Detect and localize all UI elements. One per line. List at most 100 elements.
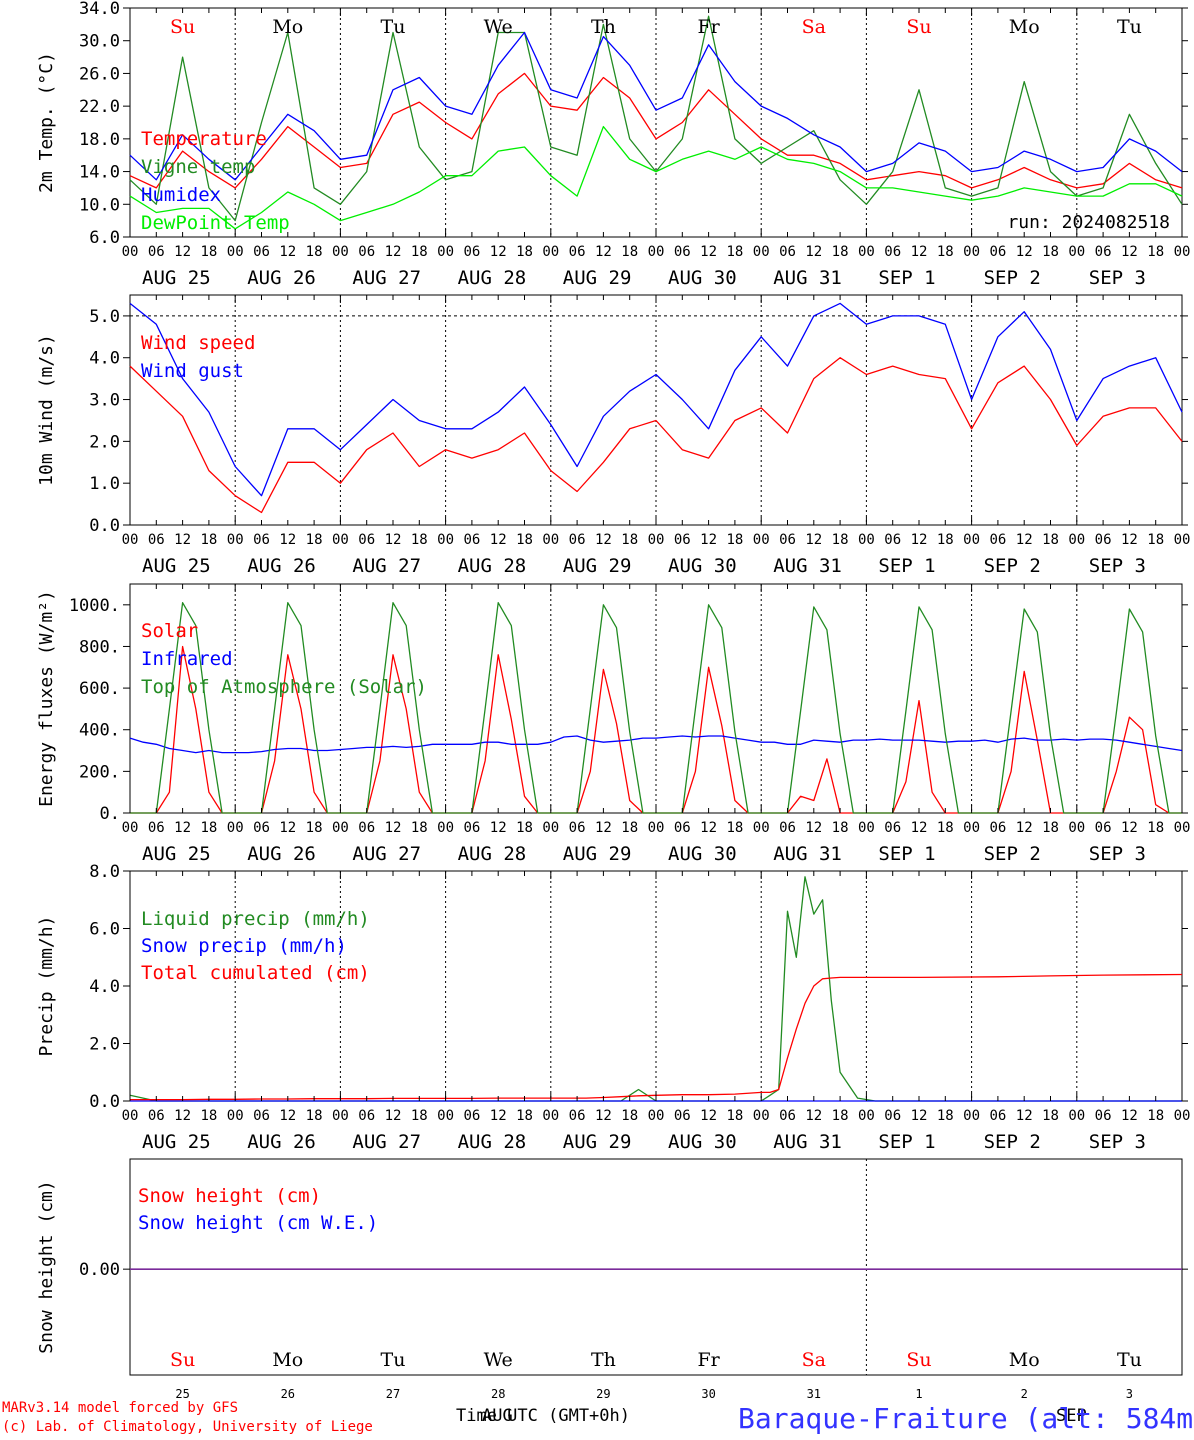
hour-tick-label: 18 [516, 532, 533, 548]
y-tick-label: 4.0 [89, 349, 120, 369]
date-label: AUG 30 [668, 267, 737, 289]
y-tick-label: 0. [100, 804, 120, 824]
date-label: AUG 28 [458, 1131, 527, 1153]
day-of-week-label: Tu [1117, 16, 1142, 38]
y-axis-label: Precip (mm/h) [36, 916, 57, 1057]
hour-tick-label: 06 [569, 244, 586, 260]
series-line-humidex [129, 31, 1183, 181]
hour-tick-label: 06 [779, 820, 796, 836]
hour-tick-label: 06 [884, 532, 901, 548]
hour-tick-label: 12 [595, 1108, 612, 1124]
y-tick-label: 26.0 [79, 64, 120, 84]
hour-tick-label: 12 [911, 532, 928, 548]
hour-tick-label: 06 [463, 820, 480, 836]
date-label: AUG 27 [352, 267, 421, 289]
hour-tick-label: 12 [279, 820, 296, 836]
hour-tick-label: 18 [1147, 244, 1164, 260]
hour-tick-label: 18 [937, 820, 954, 836]
day-number-label: 31 [807, 1387, 821, 1401]
hour-tick-label: 12 [700, 532, 717, 548]
panel-frame-temp [129, 7, 1183, 238]
hour-tick-label: 12 [490, 244, 507, 260]
hour-tick-label: 18 [1042, 820, 1059, 836]
hour-tick-label: 06 [148, 820, 165, 836]
hour-tick-label: 18 [411, 1108, 428, 1124]
y-axis-label: Energy fluxes (W/m²) [36, 590, 57, 807]
hour-tick-label: 00 [858, 532, 875, 548]
hour-tick-label: 00 [963, 820, 980, 836]
hour-tick-label: 00 [858, 820, 875, 836]
day-of-week-label: Su [170, 16, 195, 38]
hour-tick-label: 18 [937, 244, 954, 260]
day-of-week-label: We [484, 16, 513, 38]
hour-tick-label: 18 [306, 1108, 323, 1124]
hour-tick-label: 06 [463, 1108, 480, 1124]
y-tick-label: 600. [79, 679, 120, 699]
hour-tick-label: 12 [174, 244, 191, 260]
day-of-week-label: Su [170, 1349, 195, 1371]
hour-tick-label: 06 [148, 1108, 165, 1124]
date-label: AUG 29 [563, 555, 632, 577]
hour-tick-label: 12 [1121, 532, 1138, 548]
date-label: SEP 3 [1089, 843, 1146, 865]
hour-tick-label: 18 [937, 532, 954, 548]
legend-entry: Temperature [141, 128, 267, 150]
y-tick-label: 0.0 [89, 516, 120, 536]
hour-tick-label: 12 [385, 820, 402, 836]
hour-tick-label: 06 [1095, 1108, 1112, 1124]
hour-tick-label: 06 [1095, 244, 1112, 260]
legend-entry: Solar [141, 620, 198, 642]
day-number-label: 2 [1021, 1387, 1028, 1401]
hour-tick-label: 00 [858, 244, 875, 260]
hour-tick-label: 06 [779, 1108, 796, 1124]
y-tick-label: 5.0 [89, 307, 120, 327]
hour-tick-label: 12 [279, 1108, 296, 1124]
y-tick-label: 0.0 [89, 1092, 120, 1112]
hour-tick-label: 12 [700, 820, 717, 836]
day-of-week-label: We [484, 1349, 513, 1371]
hour-tick-label: 18 [726, 532, 743, 548]
hour-tick-label: 00 [858, 1108, 875, 1124]
hour-tick-label: 12 [595, 820, 612, 836]
y-tick-label: 18.0 [79, 130, 120, 150]
y-tick-label: 6.0 [89, 920, 120, 940]
day-of-week-label: Mo [1009, 1349, 1040, 1371]
hour-tick-label: 00 [122, 1108, 139, 1124]
day-number-label: 28 [491, 1387, 505, 1401]
hour-tick-label: 00 [753, 244, 770, 260]
date-label: AUG 28 [458, 555, 527, 577]
hour-tick-label: 18 [200, 820, 217, 836]
date-label: SEP 3 [1089, 267, 1146, 289]
hour-tick-label: 00 [1174, 1108, 1191, 1124]
hour-tick-label: 00 [227, 532, 244, 548]
hour-tick-label: 06 [779, 244, 796, 260]
hour-tick-label: 12 [1016, 532, 1033, 548]
hour-tick-label: 06 [253, 820, 270, 836]
hour-tick-label: 12 [700, 244, 717, 260]
date-label: AUG 30 [668, 555, 737, 577]
model-line-2: (c) Lab. of Climatology, University of L… [2, 1419, 373, 1435]
legend-entry: Wind speed [141, 332, 255, 354]
hour-tick-label: 06 [463, 244, 480, 260]
legend-entry: Top of Atmosphere (Solar) [141, 676, 427, 698]
legend-entry: Wind gust [141, 360, 244, 382]
hour-tick-label: 06 [569, 1108, 586, 1124]
date-label: SEP 3 [1089, 1131, 1146, 1153]
hour-tick-label: 00 [648, 532, 665, 548]
hour-tick-label: 00 [332, 820, 349, 836]
hour-tick-label: 00 [122, 820, 139, 836]
hour-tick-label: 06 [358, 1108, 375, 1124]
hour-tick-label: 12 [805, 820, 822, 836]
date-label: SEP 2 [984, 555, 1041, 577]
hour-tick-label: 00 [648, 244, 665, 260]
legend-entry: Snow precip (mm/h) [141, 935, 347, 957]
hour-tick-label: 06 [253, 244, 270, 260]
hour-tick-label: 12 [490, 532, 507, 548]
hour-tick-label: 00 [122, 244, 139, 260]
series-line-wind-speed [129, 357, 1183, 514]
run-label: run: 2024082518 [1007, 212, 1170, 233]
time-axis-overlap-aug: AUG [482, 1406, 513, 1426]
date-label: SEP 1 [878, 555, 935, 577]
hour-tick-label: 18 [306, 244, 323, 260]
hour-tick-label: 06 [989, 1108, 1006, 1124]
